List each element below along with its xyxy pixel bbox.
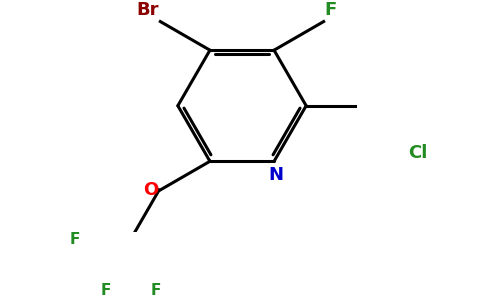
Text: Br: Br	[136, 1, 159, 19]
Text: O: O	[143, 181, 158, 199]
Text: F: F	[70, 232, 80, 247]
Text: Cl: Cl	[408, 144, 427, 162]
Text: F: F	[100, 283, 110, 298]
Text: F: F	[325, 1, 337, 19]
Text: N: N	[269, 166, 284, 184]
Text: F: F	[151, 283, 161, 298]
